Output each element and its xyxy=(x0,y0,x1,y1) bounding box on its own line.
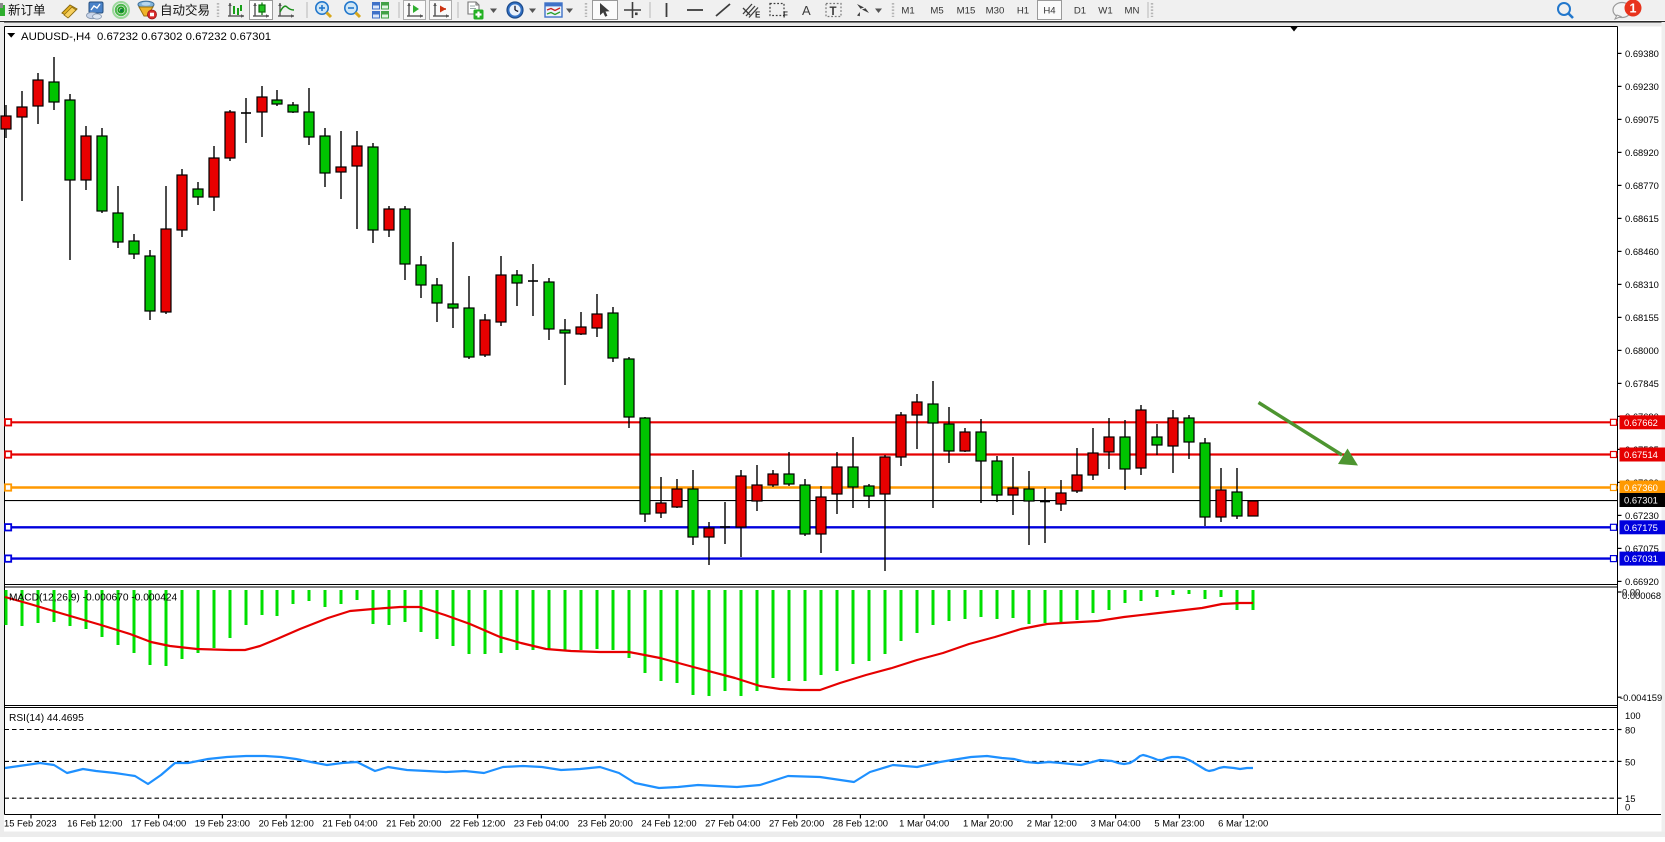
svg-text:5 Mar 23:00: 5 Mar 23:00 xyxy=(1154,817,1204,828)
svg-text:15 Feb 2023: 15 Feb 2023 xyxy=(4,817,57,828)
svg-text:自动交易: 自动交易 xyxy=(160,3,210,18)
svg-text:0.67514: 0.67514 xyxy=(1624,449,1658,460)
svg-text:E: E xyxy=(755,11,761,20)
svg-text:50: 50 xyxy=(1625,756,1635,767)
svg-text:27 Feb 20:00: 27 Feb 20:00 xyxy=(769,817,824,828)
svg-text:F: F xyxy=(783,11,788,20)
svg-text:D1: D1 xyxy=(1074,6,1086,17)
svg-text:0.67230: 0.67230 xyxy=(1625,510,1659,521)
svg-text:MACD(12,26,9) -0.000670 -0.000: MACD(12,26,9) -0.000670 -0.000424 xyxy=(9,593,178,604)
svg-text:M1: M1 xyxy=(901,6,914,17)
svg-text:0.67301: 0.67301 xyxy=(1624,495,1658,506)
svg-text:0.67031: 0.67031 xyxy=(1624,553,1658,564)
svg-text:0.000068: 0.000068 xyxy=(1622,590,1661,601)
svg-text:27 Feb 04:00: 27 Feb 04:00 xyxy=(705,817,760,828)
svg-text:RSI(14) 44.4695: RSI(14) 44.4695 xyxy=(9,713,84,724)
svg-text:0.68460: 0.68460 xyxy=(1625,246,1659,257)
svg-text:19 Feb 23:00: 19 Feb 23:00 xyxy=(195,817,250,828)
svg-text:0.68920: 0.68920 xyxy=(1625,147,1659,158)
svg-text:M5: M5 xyxy=(930,6,943,17)
svg-text:1 Mar 20:00: 1 Mar 20:00 xyxy=(963,817,1013,828)
svg-text:0.67845: 0.67845 xyxy=(1625,378,1659,389)
svg-text:0.69230: 0.69230 xyxy=(1625,81,1659,92)
svg-text:0.68155: 0.68155 xyxy=(1625,312,1659,323)
svg-text:1 Mar 04:00: 1 Mar 04:00 xyxy=(899,817,949,828)
svg-text:M30: M30 xyxy=(986,6,1005,17)
svg-text:0.67175: 0.67175 xyxy=(1624,522,1658,533)
svg-text:0.69075: 0.69075 xyxy=(1625,114,1659,125)
svg-text:W1: W1 xyxy=(1098,6,1112,17)
svg-text:100: 100 xyxy=(1625,710,1641,721)
svg-text:3 Mar 04:00: 3 Mar 04:00 xyxy=(1091,817,1141,828)
svg-text:1: 1 xyxy=(1630,2,1637,16)
svg-text:0.69380: 0.69380 xyxy=(1625,48,1659,59)
svg-text:T: T xyxy=(830,6,837,18)
svg-text:AUDUSD-,H4 0.67232 0.67302 0.: AUDUSD-,H4 0.67232 0.67302 0.67232 0.673… xyxy=(21,31,271,43)
svg-text:16 Feb 12:00: 16 Feb 12:00 xyxy=(67,817,122,828)
svg-text:23 Feb 20:00: 23 Feb 20:00 xyxy=(578,817,633,828)
svg-text:MN: MN xyxy=(1125,6,1140,17)
svg-text:H4: H4 xyxy=(1043,6,1056,17)
svg-text:-0.004159: -0.004159 xyxy=(1620,692,1662,703)
svg-text:M15: M15 xyxy=(957,6,976,17)
svg-text:0.68615: 0.68615 xyxy=(1625,213,1659,224)
svg-text:6 Mar 12:00: 6 Mar 12:00 xyxy=(1218,817,1268,828)
svg-text:0.67360: 0.67360 xyxy=(1624,482,1658,493)
svg-text:80: 80 xyxy=(1625,725,1635,736)
svg-text:23 Feb 04:00: 23 Feb 04:00 xyxy=(514,817,569,828)
svg-text:0.67662: 0.67662 xyxy=(1624,417,1658,428)
svg-text:2 Mar 12:00: 2 Mar 12:00 xyxy=(1027,817,1077,828)
svg-text:21 Feb 20:00: 21 Feb 20:00 xyxy=(386,817,441,828)
svg-text:A: A xyxy=(802,3,811,18)
svg-text:28 Feb 12:00: 28 Feb 12:00 xyxy=(833,817,888,828)
svg-text:0.66920: 0.66920 xyxy=(1625,576,1659,587)
svg-text:新订单: 新订单 xyxy=(8,3,46,18)
svg-text:0.68770: 0.68770 xyxy=(1625,180,1659,191)
svg-text:20 Feb 12:00: 20 Feb 12:00 xyxy=(259,817,314,828)
svg-text:21 Feb 04:00: 21 Feb 04:00 xyxy=(322,817,377,828)
svg-text:24 Feb 12:00: 24 Feb 12:00 xyxy=(641,817,696,828)
svg-text:0: 0 xyxy=(1625,801,1630,812)
svg-text:17 Feb 04:00: 17 Feb 04:00 xyxy=(131,817,186,828)
svg-text:0.68310: 0.68310 xyxy=(1625,279,1659,290)
svg-text:0.68000: 0.68000 xyxy=(1625,345,1659,356)
svg-text:H1: H1 xyxy=(1017,6,1029,17)
svg-text:22 Feb 12:00: 22 Feb 12:00 xyxy=(450,817,505,828)
